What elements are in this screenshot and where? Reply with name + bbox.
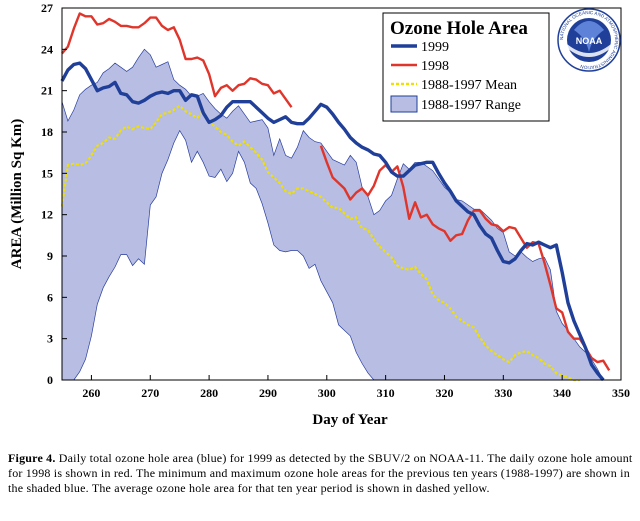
legend-item-1999: 1999 <box>421 40 449 55</box>
caption-label: Figure 4. <box>8 451 56 465</box>
noaa-logo-label: NOAA <box>576 36 603 46</box>
y-tick-label: 0 <box>47 373 53 387</box>
y-tick-label: 3 <box>47 332 53 346</box>
y-tick-label: 9 <box>47 249 53 263</box>
noaa-logo-bird <box>574 21 604 52</box>
x-tick-label: 260 <box>82 386 100 400</box>
series-1998-line-1 <box>61 12 293 108</box>
series-1999-line <box>60 61 605 382</box>
y-tick-label: 12 <box>41 208 53 222</box>
ozone-chart: 0 3 6 9 12 15 18 21 24 27 260 270 280 290 300 310 320 330… <box>9 1 630 428</box>
caption-text: Daily total ozone hole area (blue) for 1… <box>8 451 633 495</box>
legend-item-mean: 1988-1997 Mean <box>421 78 517 93</box>
x-tick-label: 280 <box>200 386 218 400</box>
y-tick-label: 27 <box>41 1 53 15</box>
legend-item-range: 1988-1997 Range <box>421 98 521 113</box>
axis-ticks: 0 3 6 9 12 15 18 21 24 27 260 270 280 290 300 310 320 330… <box>41 1 630 400</box>
x-axis-title: Day of Year <box>312 412 388 428</box>
legend-item-1998: 1998 <box>421 59 449 74</box>
x-tick-label: 320 <box>435 386 453 400</box>
noaa-logo-wave <box>567 44 611 57</box>
y-tick-label: 18 <box>41 125 53 139</box>
y-tick-label: 24 <box>41 42 53 56</box>
x-tick-label: 290 <box>259 386 277 400</box>
series-mean-line <box>60 104 580 382</box>
series-1998-line-2 <box>319 145 611 372</box>
y-tick-label: 6 <box>47 290 53 304</box>
legend-title: Ozone Hole Area <box>390 18 528 39</box>
x-tick-label: 340 <box>553 386 571 400</box>
y-tick-label: 21 <box>41 84 53 98</box>
x-tick-label: 310 <box>377 386 395 400</box>
x-tick-label: 270 <box>141 386 159 400</box>
y-axis-title: AREA (Million Sq Km) <box>9 119 25 269</box>
plot-frame <box>61 7 622 381</box>
legend: Ozone Hole Area 1999 1998 1988-1997 Mean… <box>382 12 550 122</box>
x-tick-label: 350 <box>612 386 630 400</box>
x-tick-label: 330 <box>494 386 512 400</box>
noaa-logo: NOAA NATIONAL OCEANIC AND ATMOSPHERIC AD… <box>557 8 621 72</box>
y-tick-label: 15 <box>41 166 53 180</box>
figure-caption: Figure 4. Daily total ozone hole area (b… <box>8 451 634 496</box>
x-tick-label: 300 <box>318 386 336 400</box>
legend-shaded-swatch-icon <box>390 95 418 113</box>
